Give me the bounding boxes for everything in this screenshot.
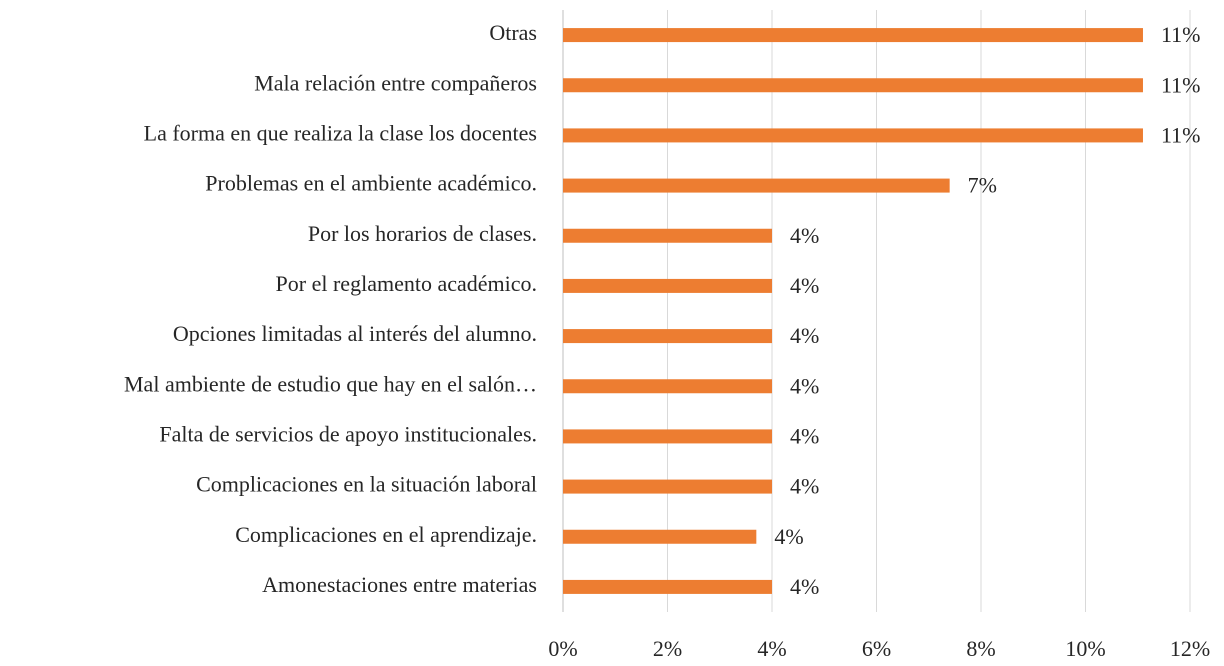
x-tick-label: 10% — [1065, 636, 1105, 661]
x-tick-label: 2% — [653, 636, 682, 661]
bar — [563, 429, 772, 444]
value-label: 4% — [790, 323, 819, 348]
y-tick-label: Mal ambiente de estudio que hay en el sa… — [124, 371, 537, 396]
x-tick-label: 0% — [548, 636, 577, 661]
y-tick-label: Mala relación entre compañeros — [254, 70, 537, 95]
value-label: 4% — [774, 524, 803, 549]
bar — [563, 329, 772, 344]
bar — [563, 479, 772, 494]
y-tick-label: Complicaciones en la situación laboral — [196, 472, 537, 497]
y-tick-label: Problemas en el ambiente académico. — [205, 171, 537, 196]
y-tick-label: Falta de servicios de apoyo instituciona… — [159, 421, 537, 446]
y-tick-label: Por los horarios de clases. — [308, 221, 537, 246]
bar — [563, 579, 772, 594]
bar — [563, 128, 1143, 143]
value-label: 4% — [790, 273, 819, 298]
y-tick-label: La forma en que realiza la clase los doc… — [144, 120, 537, 145]
bar — [563, 529, 757, 544]
y-tick-label: Amonestaciones entre materias — [262, 572, 537, 597]
y-tick-label: Opciones limitadas al interés del alumno… — [173, 321, 537, 346]
value-label: 7% — [968, 173, 997, 198]
y-tick-label: Otras — [489, 20, 537, 45]
x-tick-label: 6% — [862, 636, 891, 661]
bar — [563, 178, 950, 193]
bar — [563, 379, 772, 394]
value-label: 4% — [790, 223, 819, 248]
x-tick-label: 12% — [1170, 636, 1210, 661]
y-tick-label: Por el reglamento académico. — [276, 271, 537, 296]
value-label: 4% — [790, 474, 819, 499]
value-label: 11% — [1161, 22, 1201, 47]
value-label: 11% — [1161, 122, 1201, 147]
value-label: 4% — [790, 423, 819, 448]
x-tick-label: 8% — [966, 636, 995, 661]
x-tick-label: 4% — [757, 636, 786, 661]
value-label: 4% — [790, 373, 819, 398]
bar — [563, 278, 772, 293]
bar — [563, 228, 772, 243]
bar — [563, 28, 1143, 43]
y-tick-label: Complicaciones en el aprendizaje. — [235, 522, 537, 547]
value-label: 4% — [790, 574, 819, 599]
bar — [563, 78, 1143, 93]
value-label: 11% — [1161, 72, 1201, 97]
